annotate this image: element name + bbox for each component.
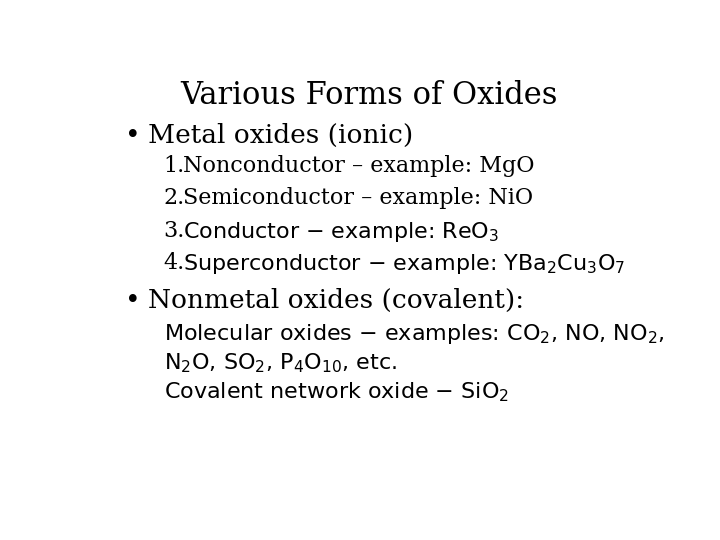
Text: •: • bbox=[125, 123, 140, 147]
Text: •: • bbox=[125, 288, 140, 313]
Text: N$_2$O, SO$_2$, P$_4$O$_{10}$, etc.: N$_2$O, SO$_2$, P$_4$O$_{10}$, etc. bbox=[163, 351, 397, 375]
Text: 3.: 3. bbox=[163, 220, 185, 241]
Text: 2.: 2. bbox=[163, 187, 185, 209]
Text: Metal oxides (ionic): Metal oxides (ionic) bbox=[148, 123, 413, 147]
Text: Nonconductor – example: MgO: Nonconductor – example: MgO bbox=[183, 155, 534, 177]
Text: Molecular oxides $-$ examples: CO$_2$, NO, NO$_2$,: Molecular oxides $-$ examples: CO$_2$, N… bbox=[163, 322, 664, 346]
Text: 4.: 4. bbox=[163, 252, 185, 274]
Text: Semiconductor – example: NiO: Semiconductor – example: NiO bbox=[183, 187, 533, 209]
Text: Superconductor $-$ example: YBa$_2$Cu$_3$O$_7$: Superconductor $-$ example: YBa$_2$Cu$_3… bbox=[183, 252, 626, 276]
Text: 1.: 1. bbox=[163, 155, 185, 177]
Text: Various Forms of Oxides: Various Forms of Oxides bbox=[180, 80, 558, 111]
Text: Nonmetal oxides (covalent):: Nonmetal oxides (covalent): bbox=[148, 288, 524, 313]
Text: Covalent network oxide $-$ SiO$_2$: Covalent network oxide $-$ SiO$_2$ bbox=[163, 381, 508, 404]
Text: Conductor $-$ example: ReO$_3$: Conductor $-$ example: ReO$_3$ bbox=[183, 220, 499, 244]
